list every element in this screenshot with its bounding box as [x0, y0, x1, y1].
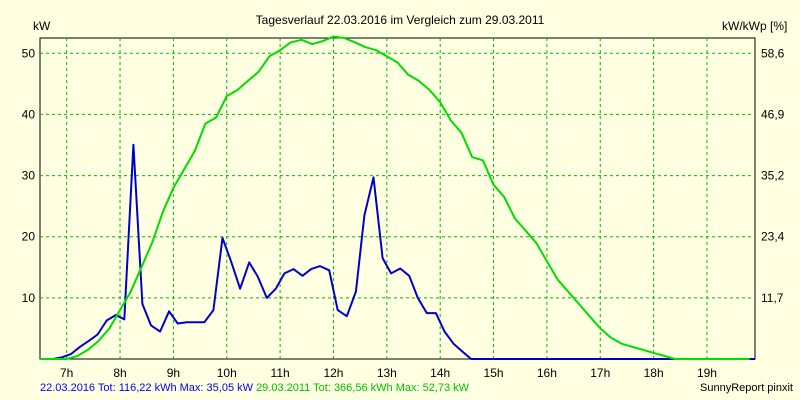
series-line-2 — [40, 35, 750, 360]
credit-text: SunnyReport pinxit — [700, 382, 793, 394]
x-tick-label: 7h — [60, 366, 73, 380]
chart-title: Tagesverlauf 22.03.2016 im Vergleich zum… — [256, 13, 545, 27]
x-tick-label: 10h — [217, 366, 237, 380]
series1-summary: 22.03.2016 Tot: 116,22 kWh Max: 35,05 kW — [40, 382, 253, 394]
y-axis-right-label: kW/kWp [%] — [722, 19, 787, 33]
x-tick-label: 12h — [323, 366, 343, 380]
x-tick-label: 14h — [430, 366, 450, 380]
y2-tick-label: 58,6 — [761, 46, 785, 60]
y2-tick-label: 46,9 — [761, 107, 785, 121]
x-tick-label: 15h — [484, 366, 504, 380]
x-tick-label: 11h — [271, 366, 290, 380]
footer-summary: 22.03.2016 Tot: 116,22 kWh Max: 35,05 kW… — [40, 382, 469, 394]
y-axis-left-label: kW — [33, 19, 51, 33]
x-tick-label: 17h — [590, 366, 610, 380]
x-tick-label: 8h — [113, 366, 126, 380]
series-lines — [40, 35, 755, 360]
x-tick-label: 18h — [644, 366, 664, 380]
plot-area — [39, 37, 756, 360]
y-tick-label: 40 — [22, 107, 36, 121]
axis-ticks: 7h 8h 9h 10h 11h 12h 13h 14h 15h 16h 17h 18h 19h 10 11… — [22, 46, 785, 380]
y2-tick-label: 11,7 — [761, 291, 784, 305]
x-tick-label: 16h — [537, 366, 557, 380]
y-tick-label: 20 — [22, 230, 36, 244]
x-tick-label: 13h — [377, 366, 397, 380]
x-tick-label: 9h — [167, 366, 180, 380]
series2-summary: 29.03.2011 Tot: 366,56 kWh Max: 52,73 kW — [256, 382, 470, 394]
y-tick-label: 50 — [22, 46, 36, 60]
y-tick-label: 10 — [22, 291, 36, 305]
grid — [40, 38, 755, 359]
y2-tick-label: 23,4 — [761, 230, 785, 244]
y2-tick-label: 35,2 — [761, 169, 785, 183]
series-line-1 — [40, 143, 755, 360]
x-tick-label: 19h — [697, 366, 717, 380]
y-tick-label: 30 — [22, 169, 36, 183]
